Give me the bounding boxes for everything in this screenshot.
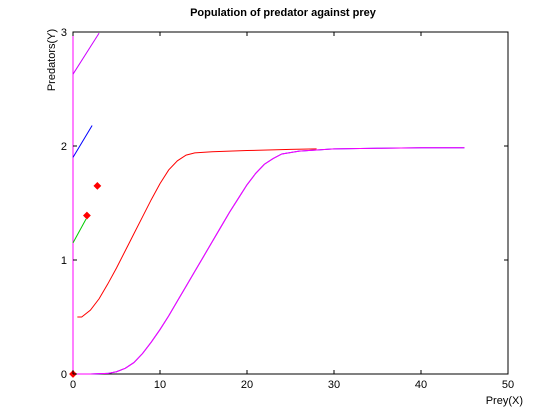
series-line-5 bbox=[72, 125, 93, 158]
y-tick-label: 0 bbox=[61, 369, 67, 381]
data-marker-2 bbox=[83, 211, 91, 220]
plot-area: 0 10 20 30 40 50 0 1 2 3 bbox=[61, 27, 514, 391]
series-line-4 bbox=[73, 147, 465, 375]
chart-title: Population of predator against prey bbox=[190, 7, 377, 19]
y-tick-label: 2 bbox=[61, 141, 67, 153]
ticks-group: 0 10 20 30 40 50 0 1 2 3 bbox=[61, 27, 514, 391]
data-marker-3 bbox=[93, 181, 102, 190]
x-tick-label: 0 bbox=[70, 379, 76, 391]
series-line-2 bbox=[77, 148, 317, 318]
y-axis-label: Predators(Y) bbox=[46, 29, 58, 91]
y-tick-label: 3 bbox=[61, 27, 67, 39]
x-tick-label: 50 bbox=[502, 379, 514, 391]
series-line-7 bbox=[72, 218, 87, 244]
x-tick-label: 30 bbox=[328, 379, 340, 391]
series-group bbox=[72, 32, 465, 375]
x-tick-label: 10 bbox=[154, 379, 166, 391]
x-axis-label: Prey(X) bbox=[486, 395, 523, 407]
series-line-6 bbox=[72, 32, 100, 75]
x-tick-label: 40 bbox=[415, 379, 427, 391]
y-tick-label: 1 bbox=[61, 255, 67, 267]
x-tick-label: 20 bbox=[241, 379, 253, 391]
axes-box bbox=[72, 31, 509, 375]
